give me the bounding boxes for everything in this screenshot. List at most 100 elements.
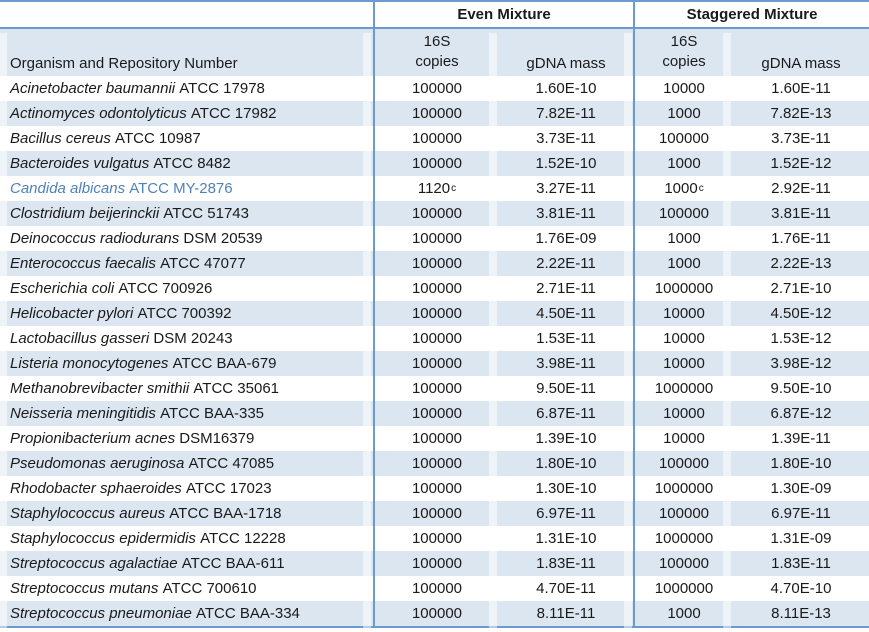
staggered-16s-copies-cell: 100000 <box>633 551 733 576</box>
organism-name: Neisseria meningitidis ATCC BAA-335 <box>10 405 264 422</box>
table-row: Streptococcus pneumoniae ATCC BAA-334 10… <box>0 601 869 626</box>
table-body: Acinetobacter baumannii ATCC 17978 10000… <box>0 76 869 626</box>
table-row: Neisseria meningitidis ATCC BAA-335 1000… <box>0 401 869 426</box>
organism-cell: Staphylococcus epidermidis ATCC 12228 <box>0 526 373 551</box>
even-mixture-header: Even Mixture <box>373 2 633 27</box>
staggered-gdna-mass-cell: 2.22E-13 <box>770 255 832 272</box>
organism-name: Streptococcus mutans ATCC 700610 <box>10 580 257 597</box>
organism-name: Pseudomonas aeruginosa ATCC 47085 <box>10 455 275 472</box>
organism-name: Rhodobacter sphaeroides ATCC 17023 <box>10 480 272 497</box>
staggered-16s-copies-cell: 1000000 <box>633 376 733 401</box>
staggered-gdna-mass-cell: 1.60E-11 <box>771 80 831 97</box>
even-gdna-mass-cell: 6.97E-11 <box>536 505 596 522</box>
staggered-16s-copies-cell: 1000 <box>633 151 733 176</box>
organism-column-header: Organism and Repository Number <box>10 55 238 72</box>
even-gdna-mass-cell: 1.53E-11 <box>536 330 596 347</box>
even-gdna-mass-cell: 1.30E-10 <box>535 480 597 497</box>
staggered-gdna-mass-cell: 1.53E-12 <box>770 330 832 347</box>
staggered-gdna-mass-cell: 1.39E-11 <box>771 430 831 447</box>
even-gdna-mass-cell: 3.81E-11 <box>536 205 596 222</box>
organism-name: Actinomyces odontolyticus ATCC 17982 <box>10 105 277 122</box>
even-16s-copies-cell: 100000 <box>373 576 499 601</box>
organism-cell: Lactobacillus gasseri DSM 20243 <box>0 326 373 351</box>
organism-name: Methanobrevibacter smithii ATCC 35061 <box>10 380 280 397</box>
organism-name: Propionibacterium acnes DSM16379 <box>10 430 255 447</box>
staggered-gdna-mass-cell: 1.80E-10 <box>770 455 832 472</box>
staggered-16s-copies-cell: 1000 c <box>633 176 733 201</box>
organism-name: Bacteroides vulgatus ATCC 8482 <box>10 155 231 172</box>
even-gdna-mass-cell: 1.83E-11 <box>536 555 596 572</box>
even-16s-copies-cell: 100000 <box>373 201 499 226</box>
organism-name: Clostridium beijerinckii ATCC 51743 <box>10 205 249 222</box>
even-16s-copies-cell: 100000 <box>373 601 499 626</box>
table-row: Escherichia coli ATCC 700926 100000 2.71… <box>0 276 869 301</box>
even-gdna-mass-cell: 2.71E-11 <box>536 280 596 297</box>
organism-cell: Staphylococcus aureus ATCC BAA-1718 <box>0 501 373 526</box>
organism-cell: Bacillus cereus ATCC 10987 <box>0 126 373 151</box>
even-gdna-mass-cell: 3.98E-11 <box>536 355 596 372</box>
group-header-row: Even Mixture Staggered Mixture <box>0 2 869 29</box>
table-row: Deinococcus radiodurans DSM 20539 100000… <box>0 226 869 251</box>
even-16s-copies-cell: 100000 <box>373 426 499 451</box>
staggered-16s-label: 16S <box>670 33 698 50</box>
even-gdna-mass-cell: 1.80E-10 <box>535 455 597 472</box>
even-16s-copies-cell: 100000 <box>373 501 499 526</box>
even-gdna-mass-cell: 2.22E-11 <box>536 255 596 272</box>
staggered-gdna-mass-cell: 2.71E-10 <box>770 280 832 297</box>
organism-name: Listeria monocytogenes ATCC BAA-679 <box>10 355 277 372</box>
staggered-gdna-mass-cell: 1.52E-12 <box>770 155 832 172</box>
organism-name: Escherichia coli ATCC 700926 <box>10 280 213 297</box>
table-row: Staphylococcus epidermidis ATCC 12228 10… <box>0 526 869 551</box>
table-row: Helicobacter pylori ATCC 700392 100000 4… <box>0 301 869 326</box>
even-copies-label: copies <box>415 53 459 70</box>
staggered-16s-copies-header: 16S copies <box>633 29 733 76</box>
column-header-row: Organism and Repository Number 16S copie… <box>0 29 869 76</box>
organism-cell: Helicobacter pylori ATCC 700392 <box>0 301 373 326</box>
staggered-16s-copies-cell: 100000 <box>633 451 733 476</box>
organism-cell: Escherichia coli ATCC 700926 <box>0 276 373 301</box>
staggered-gdna-mass-cell: 1.30E-09 <box>770 480 832 497</box>
staggered-gdna-mass-cell: 3.73E-11 <box>771 130 831 147</box>
even-16s-copies-cell: 100000 <box>373 251 499 276</box>
organism-cell: Streptococcus agalactiae ATCC BAA-611 <box>0 551 373 576</box>
organism-cell: Clostridium beijerinckii ATCC 51743 <box>0 201 373 226</box>
even-16s-copies-cell: 100000 <box>373 551 499 576</box>
table-row: Enterococcus faecalis ATCC 47077 100000 … <box>0 251 869 276</box>
staggered-gdna-mass-cell: 7.82E-13 <box>770 105 832 122</box>
organism-name: Streptococcus pneumoniae ATCC BAA-334 <box>10 605 300 622</box>
staggered-16s-copies-cell: 10000 <box>633 401 733 426</box>
even-gdna-mass-cell: 6.87E-11 <box>536 405 596 422</box>
staggered-gdna-mass-cell: 9.50E-10 <box>770 380 832 397</box>
staggered-16s-copies-cell: 10000 <box>633 76 733 101</box>
table-row: Methanobrevibacter smithii ATCC 35061 10… <box>0 376 869 401</box>
organism-cell: Methanobrevibacter smithii ATCC 35061 <box>0 376 373 401</box>
even-16s-copies-cell: 100000 <box>373 451 499 476</box>
organism-cell: Rhodobacter sphaeroides ATCC 17023 <box>0 476 373 501</box>
staggered-16s-copies-cell: 1000000 <box>633 276 733 301</box>
organism-header-spacer <box>0 2 373 27</box>
staggered-gdna-mass-cell: 3.98E-12 <box>770 355 832 372</box>
staggered-gdna-mass-cell: 4.50E-12 <box>770 305 832 322</box>
organism-name: Staphylococcus epidermidis ATCC 12228 <box>10 530 286 547</box>
even-gdna-mass-cell: 4.50E-11 <box>536 305 596 322</box>
staggered-16s-copies-cell: 10000 <box>633 326 733 351</box>
staggered-gdna-mass-cell: 4.70E-10 <box>770 580 832 597</box>
even-16s-copies-cell: 100000 <box>373 226 499 251</box>
staggered-16s-copies-cell: 100000 <box>633 501 733 526</box>
table-row: Clostridium beijerinckii ATCC 51743 1000… <box>0 201 869 226</box>
even-16s-copies-cell: 100000 <box>373 326 499 351</box>
staggered-16s-copies-cell: 1000 <box>633 101 733 126</box>
even-gdna-mass-cell: 7.82E-11 <box>536 105 596 122</box>
organism-cell: Bacteroides vulgatus ATCC 8482 <box>0 151 373 176</box>
even-gdna-mass-cell: 1.31E-10 <box>535 530 597 547</box>
staggered-16s-copies-cell: 10000 <box>633 426 733 451</box>
table-row: Staphylococcus aureus ATCC BAA-1718 1000… <box>0 501 869 526</box>
even-gdna-mass-cell: 4.70E-11 <box>536 580 596 597</box>
organism-cell: Streptococcus mutans ATCC 700610 <box>0 576 373 601</box>
even-16s-label: 16S <box>423 33 451 50</box>
organism-name: Helicobacter pylori ATCC 700392 <box>10 305 232 322</box>
organism-cell: Propionibacterium acnes DSM16379 <box>0 426 373 451</box>
organism-name: Deinococcus radiodurans DSM 20539 <box>10 230 263 247</box>
staggered-16s-copies-cell: 10000 <box>633 351 733 376</box>
